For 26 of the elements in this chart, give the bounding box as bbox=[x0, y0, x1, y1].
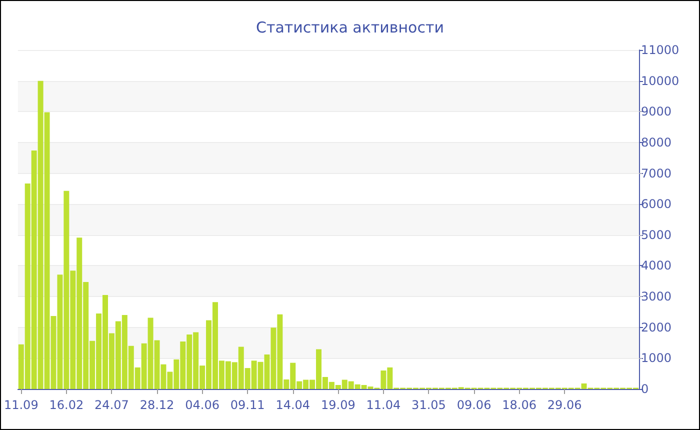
x-tick-label: 16.02 bbox=[49, 398, 84, 412]
x-tick-label: 04.06 bbox=[185, 398, 220, 412]
y-tick-label: 1000 bbox=[641, 351, 672, 366]
y-tick-label: 9000 bbox=[641, 104, 672, 119]
y-tick-label: 4000 bbox=[641, 258, 672, 273]
y-tick-label: 3000 bbox=[641, 290, 672, 304]
x-tick-label: 11.09 bbox=[4, 398, 38, 412]
y-tick-label: 10000 bbox=[641, 74, 680, 88]
x-tick-label: 09.06 bbox=[456, 398, 492, 412]
chart-title: Статистика активности bbox=[256, 18, 444, 36]
x-tick-label: 29.06 bbox=[547, 398, 582, 412]
y-tick-label: 0 bbox=[641, 382, 649, 396]
x-tick-label: 11.04 bbox=[366, 398, 401, 412]
x-tick-label: 18.06 bbox=[502, 398, 536, 412]
x-tick-label: 28.12 bbox=[140, 398, 174, 412]
y-tick-label: 11000 bbox=[641, 43, 680, 57]
y-tick-label: 2000 bbox=[641, 320, 672, 334]
y-tick-label: 6000 bbox=[641, 197, 672, 212]
x-tick-label: 24.07 bbox=[94, 398, 129, 412]
y-tick-label: 7000 bbox=[641, 166, 672, 180]
y-tick-label: 5000 bbox=[641, 228, 672, 242]
x-tick-label: 09.11 bbox=[230, 398, 265, 412]
x-tick-label: 19.09 bbox=[320, 398, 356, 412]
x-tick-label: 14.04 bbox=[276, 398, 310, 412]
y-tick-label: 8000 bbox=[641, 135, 672, 150]
x-tick-label: 31.05 bbox=[412, 398, 446, 412]
